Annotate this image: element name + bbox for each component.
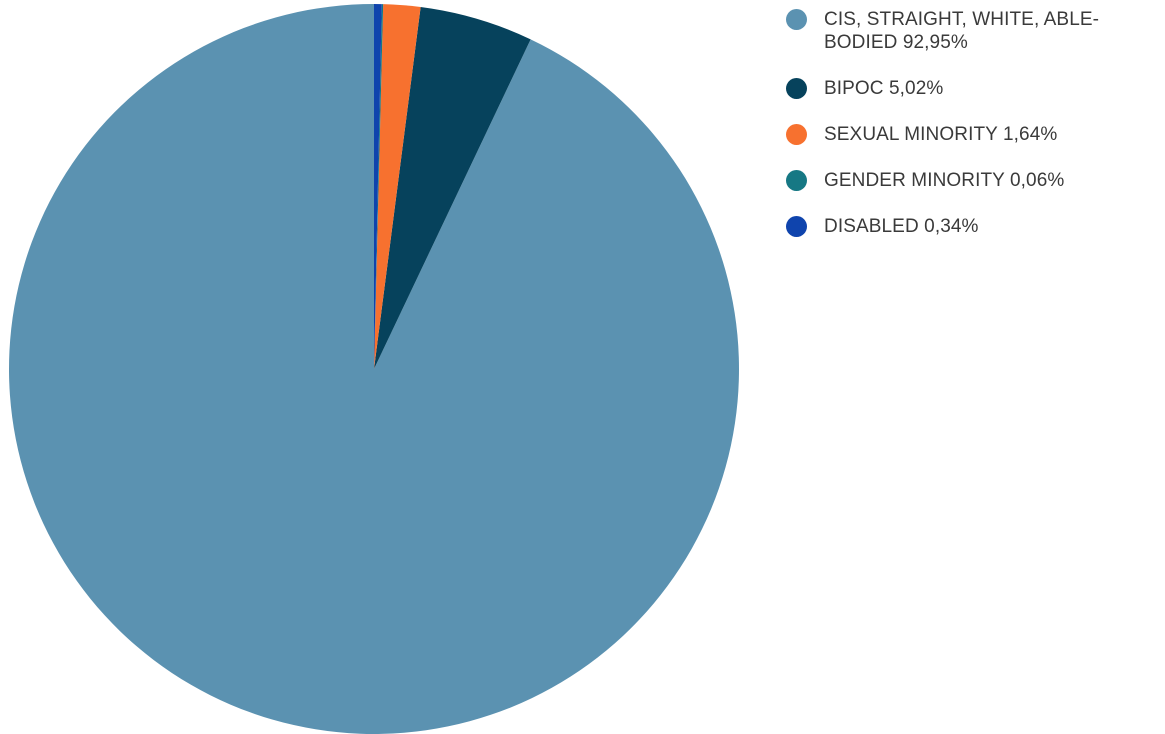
legend-value: 92,95% xyxy=(902,32,968,53)
legend-swatch-sexual-minority xyxy=(786,124,807,145)
legend-label: CIS, STRAIGHT, WHITE, ABLE-BODIED xyxy=(824,9,1100,53)
legend-swatch-gender-minority xyxy=(786,170,807,191)
legend: CIS, STRAIGHT, WHITE, ABLE-BODIED 92,95% … xyxy=(786,8,1156,261)
legend-label: BIPOC xyxy=(824,78,884,99)
legend-item-disabled: DISABLED 0,34% xyxy=(786,215,1156,238)
legend-swatch-disabled xyxy=(786,216,807,237)
pie-slices xyxy=(9,3,739,734)
legend-item-bipoc: BIPOC 5,02% xyxy=(786,77,1156,100)
legend-text: BIPOC 5,02% xyxy=(824,77,943,100)
pie-slice-sexual-minority xyxy=(374,4,421,370)
pie-slice-bipoc xyxy=(374,6,531,370)
legend-value: 5,02% xyxy=(889,78,944,99)
legend-item-gender-minority: GENDER MINORITY 0,06% xyxy=(786,169,1156,192)
pie-slice-disabled xyxy=(374,3,382,369)
legend-text: GENDER MINORITY 0,06% xyxy=(824,169,1064,192)
legend-label: GENDER MINORITY xyxy=(824,170,1005,191)
legend-item-sexual-minority: SEXUAL MINORITY 1,64% xyxy=(786,123,1156,146)
legend-text: SEXUAL MINORITY 1,64% xyxy=(824,123,1057,146)
legend-swatch-bipoc xyxy=(786,78,807,99)
pie-slice-cis-straight-white-able-bodied xyxy=(9,4,739,734)
legend-text: CIS, STRAIGHT, WHITE, ABLE-BODIED 92,95% xyxy=(824,8,1156,54)
legend-text: DISABLED 0,34% xyxy=(824,215,979,238)
legend-item-cis-straight-white-able-bodied: CIS, STRAIGHT, WHITE, ABLE-BODIED 92,95% xyxy=(786,8,1156,54)
pie-slice-gender-minority xyxy=(374,4,384,370)
legend-label: DISABLED xyxy=(824,216,919,237)
legend-swatch-cis-straight-white-able-bodied xyxy=(786,9,807,30)
legend-label: SEXUAL MINORITY xyxy=(824,124,998,145)
legend-value: 1,64% xyxy=(1003,124,1058,145)
legend-value: 0,34% xyxy=(924,216,979,237)
legend-value: 0,06% xyxy=(1010,170,1065,191)
pie-chart xyxy=(9,3,739,734)
